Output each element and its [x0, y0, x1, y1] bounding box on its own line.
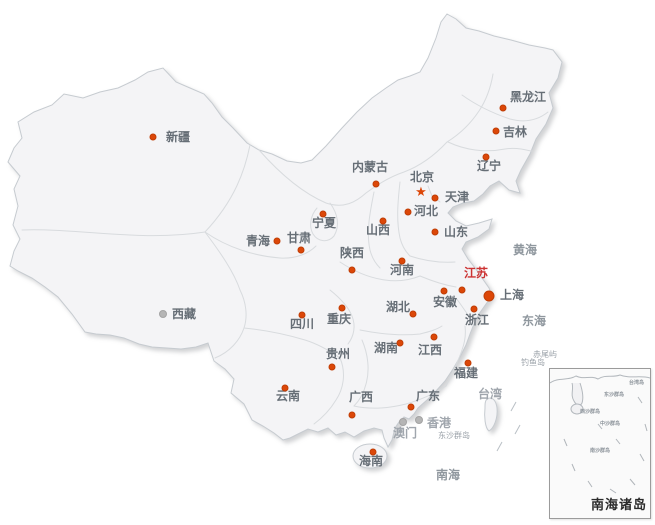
- province-label-sichuan[interactable]: 四川: [290, 317, 315, 331]
- province-marker-guizhou[interactable]: [328, 363, 336, 371]
- province-marker-ningxia[interactable]: [319, 210, 327, 218]
- province-marker-hainan[interactable]: [369, 448, 377, 456]
- province-marker-shanxi[interactable]: [379, 217, 387, 225]
- province-label-tianjin[interactable]: 天津: [445, 190, 470, 204]
- province-marker-jiangsu[interactable]: [458, 286, 466, 294]
- sea-label-east-sea: 东海: [522, 314, 547, 328]
- province-label-guizhou[interactable]: 贵州: [326, 347, 351, 361]
- inset-label-inset-nansha: 南沙群岛: [590, 448, 611, 454]
- province-label-shanghai[interactable]: 上海: [500, 288, 525, 302]
- province-marker-shanghai[interactable]: [483, 290, 495, 302]
- province-label-zhejiang[interactable]: 浙江: [465, 313, 490, 327]
- inset-dash-line: [563, 396, 648, 494]
- inset-label-inset-zhongsha: 中沙群岛: [600, 421, 621, 427]
- province-label-jiangxi[interactable]: 江西: [418, 343, 443, 357]
- province-marker-liaoning[interactable]: [482, 153, 490, 161]
- province-marker-heilongjiang[interactable]: [499, 104, 507, 112]
- sea-label-yellow-sea: 黄海: [513, 243, 538, 257]
- province-marker-hongkong[interactable]: [415, 416, 423, 424]
- islet-label-dongsha: 东沙群岛: [438, 431, 470, 440]
- province-marker-shaanxi[interactable]: [348, 266, 356, 274]
- province-label-xinjiang[interactable]: 新疆: [166, 130, 191, 144]
- province-label-macau[interactable]: 澳门: [393, 426, 418, 440]
- province-label-shanxi[interactable]: 山西: [366, 223, 391, 237]
- sea-label-south-sea: 南海: [436, 468, 461, 482]
- mainland-outline[interactable]: [7, 13, 563, 449]
- province-marker-xinjiang[interactable]: [149, 133, 157, 141]
- province-label-anhui[interactable]: 安徽: [433, 295, 458, 309]
- inset-mini-map: [549, 374, 651, 494]
- province-marker-yunnan[interactable]: [281, 384, 289, 392]
- province-label-xizang[interactable]: 西藏: [172, 307, 197, 321]
- province-label-shaanxi[interactable]: 陕西: [340, 246, 365, 260]
- inset-title: 南海诸岛: [590, 497, 647, 512]
- province-marker-sichuan[interactable]: [298, 311, 306, 319]
- province-marker-jilin[interactable]: [492, 127, 500, 135]
- province-label-gansu[interactable]: 甘肃: [287, 231, 312, 245]
- province-label-chongqing[interactable]: 重庆: [327, 312, 352, 326]
- province-label-guangdong[interactable]: 广东: [416, 389, 441, 403]
- province-marker-guangxi[interactable]: [348, 411, 356, 419]
- province-label-hubei[interactable]: 湖北: [386, 300, 411, 314]
- inset-south-china-sea: 台湾岛 东沙群岛西沙群岛中沙群岛南沙群岛 南海诸岛: [549, 368, 651, 519]
- province-marker-anhui[interactable]: [440, 287, 448, 295]
- province-label-henan[interactable]: 河南: [390, 263, 415, 277]
- province-marker-gansu[interactable]: [297, 246, 305, 254]
- inset-label-inset-dongsha: 东沙群岛: [604, 392, 625, 398]
- province-label-yunnan[interactable]: 云南: [276, 389, 301, 403]
- province-boundaries: [21, 73, 549, 425]
- province-label-heilongjiang[interactable]: 黑龙江: [510, 90, 547, 104]
- province-marker-neimenggu[interactable]: [372, 180, 380, 188]
- province-label-liaoning[interactable]: 辽宁: [477, 159, 502, 173]
- inset-label-inset-xisha: 西沙群岛: [580, 409, 601, 415]
- province-marker-jiangxi[interactable]: [430, 333, 438, 341]
- province-marker-guangdong[interactable]: [407, 403, 415, 411]
- province-marker-beijing[interactable]: ★: [415, 183, 427, 199]
- sea-dash-marks: [496, 401, 521, 452]
- province-label-ningxia[interactable]: 宁夏: [312, 216, 337, 230]
- province-marker-henan[interactable]: [398, 257, 406, 265]
- province-label-taiwan[interactable]: 台湾: [478, 387, 503, 401]
- province-label-fujian[interactable]: 福建: [454, 366, 479, 380]
- inset-label-inset-taiwandao: 台湾岛: [629, 380, 645, 386]
- province-marker-hunan[interactable]: [396, 339, 404, 347]
- hainan-island[interactable]: [352, 443, 388, 469]
- province-marker-xizang[interactable]: [159, 310, 167, 318]
- islet-label-diaoyudao: 钓鱼岛: [521, 358, 545, 367]
- province-marker-shandong[interactable]: [431, 228, 439, 236]
- province-label-hongkong[interactable]: 香港: [427, 416, 452, 430]
- province-marker-chongqing[interactable]: [338, 304, 346, 312]
- province-marker-macau[interactable]: [399, 418, 407, 426]
- province-marker-qinghai[interactable]: [273, 237, 281, 245]
- province-marker-hubei[interactable]: [409, 310, 417, 318]
- province-label-beijing[interactable]: 北京: [410, 170, 435, 184]
- province-label-neimenggu[interactable]: 内蒙古: [352, 160, 389, 174]
- province-marker-fujian[interactable]: [464, 359, 472, 367]
- province-label-hebei[interactable]: 河北: [414, 204, 439, 218]
- province-label-qinghai[interactable]: 青海: [246, 234, 271, 248]
- province-label-hainan[interactable]: 海南: [359, 454, 384, 468]
- taiwan-island[interactable]: [484, 397, 498, 432]
- province-marker-zhejiang[interactable]: [470, 305, 478, 313]
- province-label-guangxi[interactable]: 广西: [349, 390, 374, 404]
- province-marker-hebei[interactable]: [404, 208, 412, 216]
- province-marker-tianjin[interactable]: [431, 194, 439, 202]
- province-label-jiangsu[interactable]: 江苏: [464, 266, 489, 280]
- province-label-jilin[interactable]: 吉林: [503, 125, 528, 139]
- province-label-shandong[interactable]: 山东: [444, 225, 469, 239]
- islet-label-chiweiyu: 赤尾屿: [533, 350, 557, 359]
- province-label-hunan[interactable]: 湖南: [374, 341, 399, 355]
